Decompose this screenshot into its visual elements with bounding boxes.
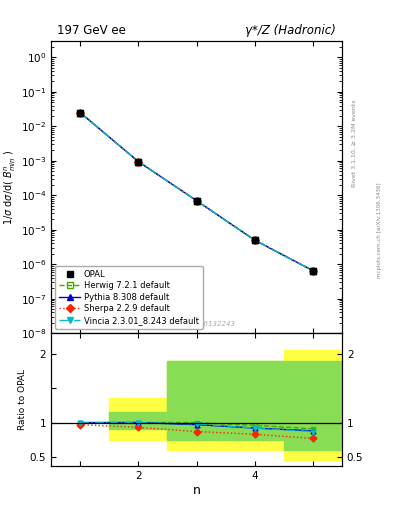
Herwig 7.2.1 default <box>310 268 315 274</box>
Legend: OPAL, Herwig 7.2.1 default, Pythia 8.308 default, Sherpa 2.2.9 default, Vincia 2: OPAL, Herwig 7.2.1 default, Pythia 8.308… <box>55 266 203 329</box>
Line: Herwig 7.2.1 default: Herwig 7.2.1 default <box>77 110 316 273</box>
Sherpa 2.2.9 default <box>194 198 199 204</box>
Vincia 2.3.01_8.243 default <box>310 268 315 274</box>
Vincia 2.3.01_8.243 default <box>136 159 141 165</box>
Sherpa 2.2.9 default <box>310 268 315 274</box>
Sherpa 2.2.9 default <box>252 237 257 243</box>
Line: OPAL: OPAL <box>77 109 316 274</box>
Sherpa 2.2.9 default <box>78 110 83 116</box>
Herwig 7.2.1 default <box>194 198 199 204</box>
Pythia 8.308 default <box>194 198 199 204</box>
Vincia 2.3.01_8.243 default <box>252 237 257 243</box>
X-axis label: n: n <box>193 483 200 497</box>
Vincia 2.3.01_8.243 default <box>78 110 83 116</box>
Herwig 7.2.1 default <box>78 110 83 116</box>
Sherpa 2.2.9 default <box>136 159 141 165</box>
Vincia 2.3.01_8.243 default <box>194 198 199 204</box>
Text: 197 GeV ee: 197 GeV ee <box>57 24 126 36</box>
OPAL <box>252 237 257 243</box>
Pythia 8.308 default <box>252 237 257 243</box>
Text: mcplots.cern.ch [arXiv:1306.3436]: mcplots.cern.ch [arXiv:1306.3436] <box>377 183 382 278</box>
Text: OPAL_2004_S6132243: OPAL_2004_S6132243 <box>157 321 236 327</box>
Line: Sherpa 2.2.9 default: Sherpa 2.2.9 default <box>77 110 316 273</box>
Pythia 8.308 default <box>78 110 83 116</box>
Line: Vincia 2.3.01_8.243 default: Vincia 2.3.01_8.243 default <box>77 110 316 273</box>
OPAL <box>136 159 141 165</box>
Pythia 8.308 default <box>310 268 315 274</box>
Herwig 7.2.1 default <box>252 237 257 243</box>
OPAL <box>78 110 83 116</box>
OPAL <box>194 198 199 204</box>
Text: Rivet 3.1.10, ≥ 3.2M events: Rivet 3.1.10, ≥ 3.2M events <box>352 99 357 187</box>
Line: Pythia 8.308 default: Pythia 8.308 default <box>77 110 316 273</box>
Text: γ*/Z (Hadronic): γ*/Z (Hadronic) <box>245 24 336 36</box>
Pythia 8.308 default <box>136 159 141 165</box>
Herwig 7.2.1 default <box>136 159 141 165</box>
Y-axis label: 1/$\sigma$ d$\sigma$/d( $B^n_{min}$ ): 1/$\sigma$ d$\sigma$/d( $B^n_{min}$ ) <box>2 150 18 225</box>
Y-axis label: Ratio to OPAL: Ratio to OPAL <box>18 369 27 430</box>
OPAL <box>310 268 315 274</box>
